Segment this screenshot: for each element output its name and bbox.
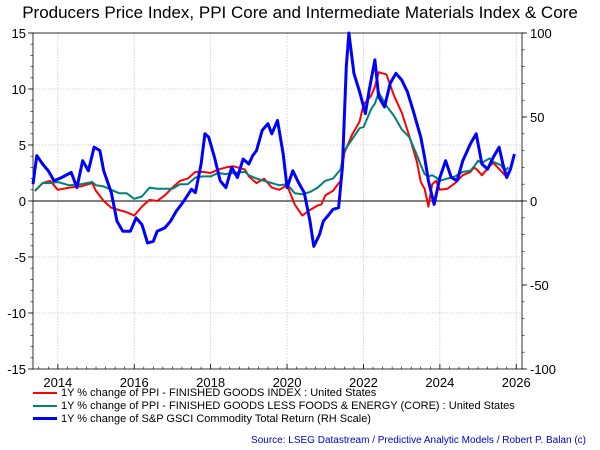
legend: 1Y % change of PPI - FINISHED GOODS INDE… [33, 386, 515, 425]
legend-swatch-ppi-core [33, 404, 57, 407]
legend-label-ppi: 1Y % change of PPI - FINISHED GOODS INDE… [61, 386, 377, 399]
tick-label-x: 2020 [273, 375, 302, 390]
series-ppi-core [34, 91, 510, 200]
tick-label-left: 10 [12, 82, 26, 97]
chart-title: Producers Price Index, PPI Core and Inte… [22, 3, 578, 22]
legend-item-ppi: 1Y % change of PPI - FINISHED GOODS INDE… [33, 386, 515, 399]
tick-label-right: 0 [530, 194, 537, 209]
legend-label-ppi-core: 1Y % change of PPI - FINISHED GOODS LESS… [61, 399, 515, 412]
tick-label-x: 2018 [196, 375, 225, 390]
tick-label-x: 2024 [425, 375, 454, 390]
tick-label-left: 0 [19, 194, 26, 209]
source-note: Source: LSEG Datastream / Predictive Ana… [251, 435, 586, 446]
tick-label-left: -15 [7, 362, 26, 377]
tick-label-left: -5 [14, 250, 26, 265]
tick-label-left: 5 [19, 138, 26, 153]
series-gsci-total-return [31, 31, 516, 248]
tick-label-x: 2016 [120, 375, 149, 390]
tick-label-x: 2022 [349, 375, 378, 390]
legend-swatch-gsci [33, 417, 57, 420]
tick-label-right: 50 [530, 110, 544, 125]
tick-label-right: -100 [530, 362, 556, 377]
series-group [31, 31, 516, 248]
legend-item-gsci: 1Y % change of S&P GSCI Commodity Total … [33, 412, 515, 425]
tick-label-left: 15 [12, 26, 26, 41]
tick-label-x: 2026 [502, 375, 531, 390]
legend-swatch-ppi [33, 391, 57, 394]
tick-label-right: 100 [530, 26, 552, 41]
tick-label-right: -50 [530, 278, 549, 293]
series-ppi-finished-goods [34, 71, 510, 217]
tick-label-left: -10 [7, 306, 26, 321]
legend-label-gsci: 1Y % change of S&P GSCI Commodity Total … [61, 412, 371, 425]
legend-item-ppi-core: 1Y % change of PPI - FINISHED GOODS LESS… [33, 399, 515, 412]
tick-label-x: 2014 [43, 375, 72, 390]
